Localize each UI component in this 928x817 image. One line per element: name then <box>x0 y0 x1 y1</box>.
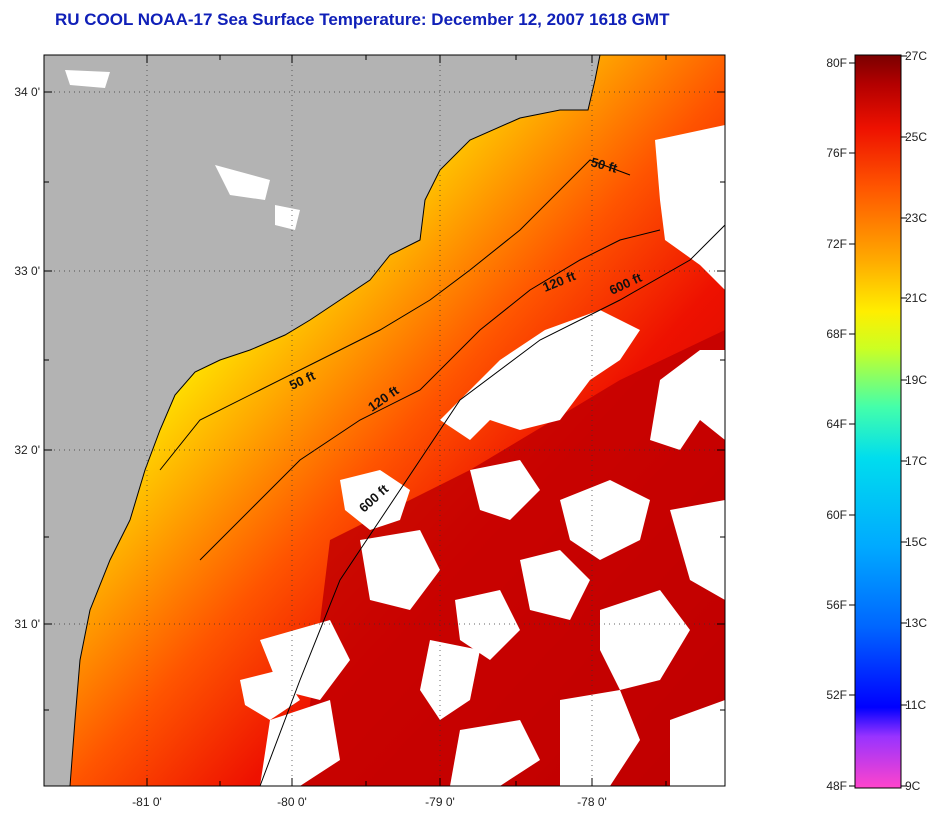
colorbar-f-label: 72F <box>826 237 847 251</box>
lon-label-80: -80 0' <box>277 795 307 809</box>
colorbar-c-label: 25C <box>905 130 927 144</box>
lat-label-32: 32 0' <box>14 443 40 457</box>
map-frame <box>43 54 726 787</box>
colorbar-c-label: 13C <box>905 616 927 630</box>
colorbar-c-label: 27C <box>905 49 927 63</box>
colorbar-c-label: 11C <box>905 698 926 712</box>
colorbar-c-label: 23C <box>905 211 927 225</box>
colorbar-f-label: 60F <box>826 508 847 522</box>
colorbar-f-label: 48F <box>826 779 847 793</box>
colorbar-f-label: 76F <box>826 146 847 160</box>
colorbar-c-label: 17C <box>905 454 927 468</box>
colorbar-c-label: 9C <box>905 779 921 793</box>
colorbar-f-label: 64F <box>826 417 847 431</box>
lon-label-81: -81 0' <box>132 795 162 809</box>
colorbar-f-label: 52F <box>826 688 847 702</box>
colorbar-f-label: 80F <box>826 56 847 70</box>
lat-label-33: 33 0' <box>14 264 40 278</box>
contour-label-50ft-north: 50 ft <box>589 154 619 176</box>
colorbar-c-label: 15C <box>905 535 927 549</box>
contour-50ft <box>159 159 631 471</box>
colorbar-c-label: 21C <box>905 291 927 305</box>
colorbar-f-label: 68F <box>826 327 847 341</box>
colorbar-f-label: 56F <box>826 598 847 612</box>
axis-ticks <box>44 55 725 786</box>
lon-label-79: -79 0' <box>425 795 455 809</box>
land-mass <box>44 55 601 786</box>
cloud-cover <box>65 70 725 786</box>
contour-120ft <box>199 229 661 561</box>
contour-600ft <box>259 224 725 786</box>
lat-label-31: 31 0' <box>14 617 40 631</box>
graticule <box>44 55 725 786</box>
colorbar <box>854 54 902 789</box>
lat-label-34: 34 0' <box>14 85 40 99</box>
lon-label-78: -78 0' <box>577 795 607 809</box>
colorbar-c-label: 19C <box>905 373 927 387</box>
page-title: RU COOL NOAA-17 Sea Surface Temperature:… <box>55 10 670 29</box>
colorbar-ticks <box>849 55 907 787</box>
